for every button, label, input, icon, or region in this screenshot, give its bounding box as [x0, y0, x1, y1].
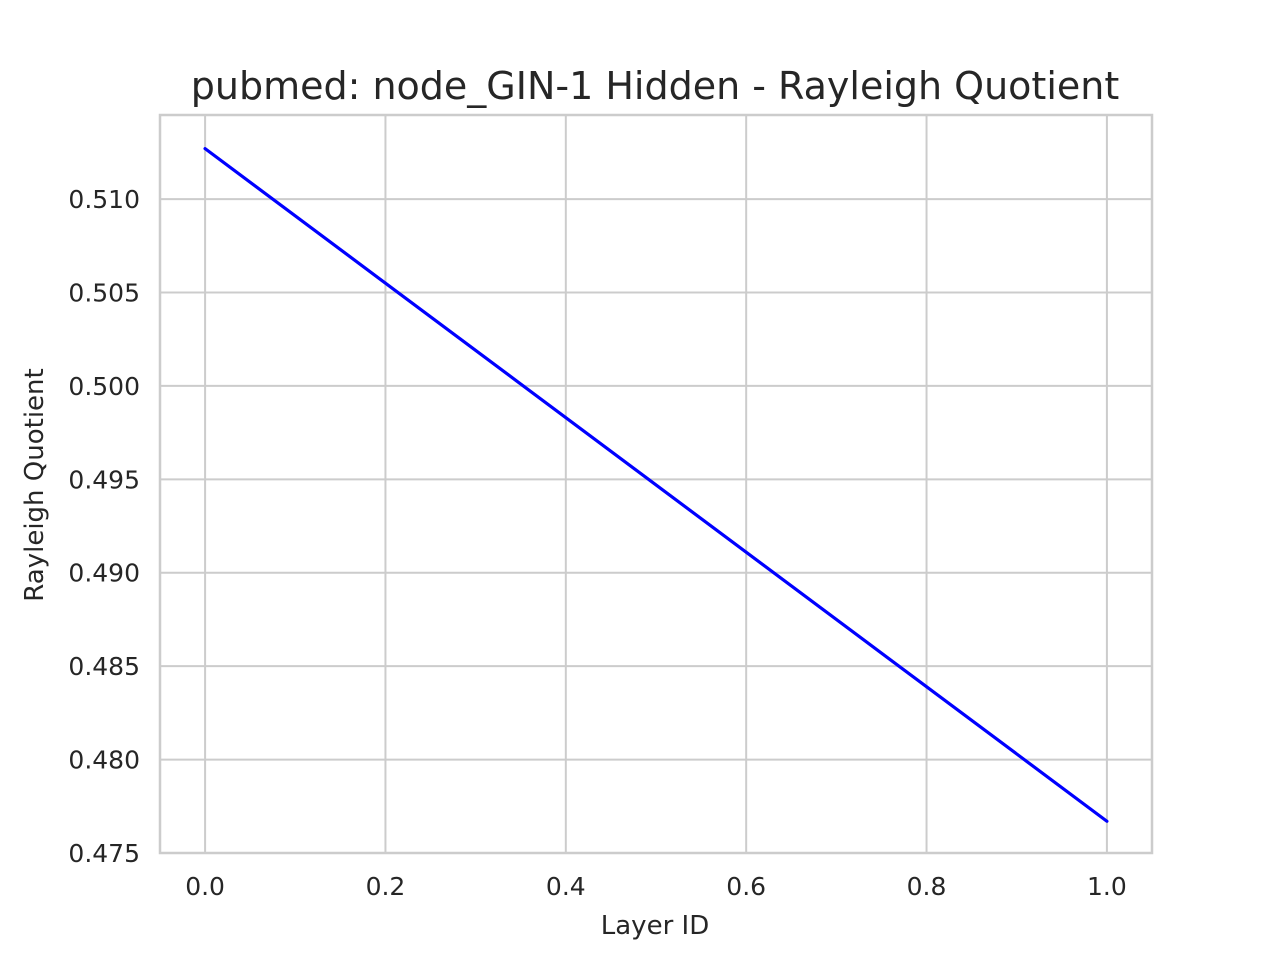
y-tick-label: 0.490: [68, 559, 140, 588]
plot-frame: [158, 113, 1154, 855]
y-tick-label: 0.505: [68, 278, 140, 307]
grid: [160, 115, 1152, 854]
series-layer: [203, 147, 1109, 823]
x-tick-label: 0.6: [726, 872, 766, 901]
x-tick-labels: 0.0 0.2 0.4 0.6 0.8 1.0: [185, 872, 1127, 901]
y-tick-labels: 0.475 0.480 0.485 0.490 0.495 0.500 0.505 0.510: [68, 185, 140, 868]
y-tick-label: 0.495: [68, 465, 140, 494]
chart-title: pubmed: node_GIN-1 Hidden - Rayleigh Quo…: [191, 64, 1120, 108]
x-tick-label: 0.0: [185, 872, 225, 901]
y-tick-label: 0.480: [68, 746, 140, 775]
x-axis-label: Layer ID: [601, 911, 709, 941]
x-tick-label: 0.4: [546, 872, 586, 901]
x-tick-label: 0.8: [907, 872, 947, 901]
y-tick-label: 0.485: [68, 652, 140, 681]
y-tick-label: 0.500: [68, 372, 140, 401]
x-tick-label: 0.2: [366, 872, 406, 901]
y-axis-label: Rayleigh Quotient: [20, 368, 50, 601]
x-tick-label: 1.0: [1087, 872, 1127, 901]
y-tick-label: 0.510: [68, 185, 140, 214]
series-line: [203, 147, 1109, 823]
y-tick-label: 0.475: [68, 839, 140, 868]
